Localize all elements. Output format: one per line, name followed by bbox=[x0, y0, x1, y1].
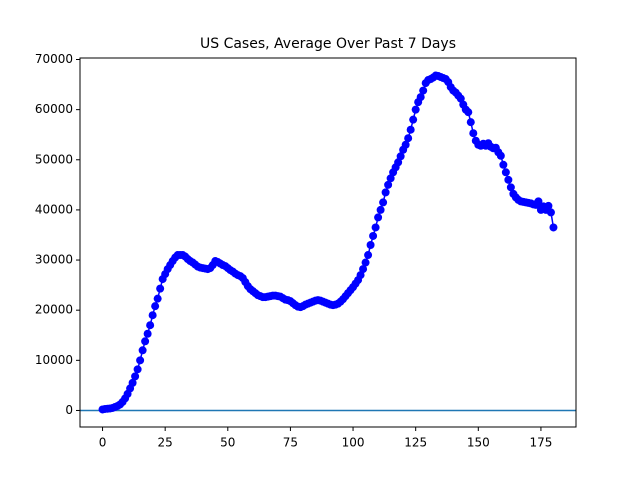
point bbox=[369, 231, 378, 240]
point bbox=[146, 321, 155, 330]
point bbox=[136, 356, 145, 365]
point bbox=[133, 365, 142, 374]
point bbox=[396, 152, 405, 161]
point bbox=[379, 198, 388, 207]
point bbox=[469, 129, 478, 138]
point bbox=[404, 134, 413, 143]
point bbox=[366, 241, 375, 250]
y-tick-label: 30000 bbox=[35, 253, 73, 267]
x-tick-label: 100 bbox=[342, 436, 365, 450]
point bbox=[153, 294, 162, 303]
point bbox=[544, 201, 553, 210]
point bbox=[138, 346, 147, 355]
x-tick-label: 50 bbox=[220, 436, 235, 450]
y-tick-label: 60000 bbox=[35, 102, 73, 116]
y-tick-label: 70000 bbox=[35, 52, 73, 66]
point bbox=[456, 94, 465, 103]
point bbox=[376, 205, 385, 214]
point bbox=[374, 213, 383, 222]
point bbox=[148, 311, 157, 320]
point bbox=[384, 180, 393, 189]
point bbox=[419, 86, 428, 95]
point bbox=[131, 372, 140, 381]
point bbox=[381, 188, 390, 197]
y-tick-label: 50000 bbox=[35, 152, 73, 166]
point bbox=[506, 183, 515, 192]
point bbox=[466, 118, 475, 127]
x-tick-label: 75 bbox=[283, 436, 298, 450]
point bbox=[361, 258, 370, 267]
point bbox=[364, 251, 373, 260]
point bbox=[534, 197, 543, 206]
y-tick-label: 10000 bbox=[35, 353, 73, 367]
point bbox=[394, 158, 403, 167]
y-tick-label: 40000 bbox=[35, 202, 73, 216]
y-tick-label: 0 bbox=[65, 403, 73, 417]
point bbox=[546, 208, 555, 217]
point bbox=[401, 140, 410, 149]
point bbox=[549, 223, 558, 232]
point bbox=[128, 378, 137, 387]
point bbox=[143, 329, 152, 338]
point bbox=[409, 115, 418, 124]
chart-title: US Cases, Average Over Past 7 Days bbox=[200, 36, 456, 52]
point bbox=[411, 105, 420, 114]
point bbox=[499, 160, 508, 169]
point bbox=[156, 284, 165, 293]
point bbox=[496, 151, 505, 160]
point bbox=[141, 337, 150, 346]
point bbox=[504, 175, 513, 184]
x-tick-label: 150 bbox=[467, 436, 490, 450]
plot-frame bbox=[79, 57, 577, 428]
x-tick-label: 0 bbox=[99, 436, 107, 450]
point bbox=[386, 174, 395, 183]
point bbox=[406, 125, 415, 134]
x-tick-label: 25 bbox=[158, 436, 173, 450]
y-tick-label: 20000 bbox=[35, 303, 73, 317]
point bbox=[151, 302, 160, 311]
x-tick-label: 175 bbox=[529, 436, 552, 450]
x-tick-label: 125 bbox=[404, 436, 427, 450]
point bbox=[464, 108, 473, 117]
point bbox=[359, 265, 368, 274]
point bbox=[356, 271, 365, 280]
point bbox=[416, 93, 425, 102]
point bbox=[371, 223, 380, 232]
point bbox=[501, 168, 510, 177]
